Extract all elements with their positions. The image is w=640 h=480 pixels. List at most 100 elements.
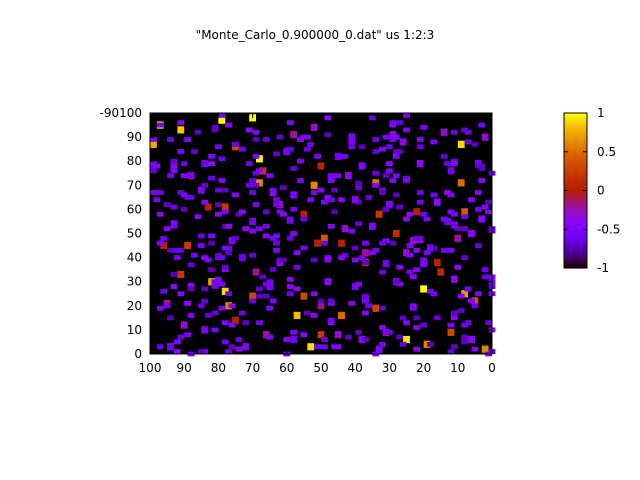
heatmap-cell bbox=[447, 328, 455, 336]
x-tick-label: 50 bbox=[313, 361, 328, 375]
heatmap-cell bbox=[396, 334, 404, 340]
heatmap-cell bbox=[170, 284, 178, 289]
colorbar-gradient-step bbox=[564, 182, 587, 186]
heatmap-cell bbox=[481, 274, 489, 280]
heatmap-cell bbox=[208, 267, 215, 273]
heatmap-cell bbox=[228, 344, 236, 350]
heatmap-cell bbox=[252, 202, 260, 207]
heatmap-cell bbox=[197, 186, 205, 194]
heatmap-cell bbox=[262, 137, 270, 142]
heatmap-cell bbox=[194, 129, 202, 135]
heatmap-cell bbox=[252, 182, 260, 188]
colorbar-gradient-step bbox=[564, 120, 587, 124]
heatmap-cell bbox=[447, 192, 455, 198]
heatmap-cell bbox=[187, 262, 195, 268]
colorbar-gradient-step bbox=[564, 171, 587, 174]
colorbar-gradient-step bbox=[564, 126, 587, 130]
colorbar-gradient-step bbox=[564, 173, 587, 176]
heatmap-cell bbox=[290, 131, 298, 139]
heatmap-cell bbox=[468, 335, 475, 344]
colorbar-gradient-step bbox=[564, 176, 587, 180]
heatmap-cell bbox=[242, 343, 250, 351]
heatmap-cell bbox=[273, 151, 280, 157]
heatmap-cell bbox=[382, 173, 390, 179]
heatmap-cell bbox=[396, 120, 404, 126]
colorbar-gradient-step bbox=[564, 124, 587, 128]
heatmap-cell bbox=[201, 199, 209, 205]
heatmap-cell bbox=[382, 260, 390, 265]
heatmap-cell bbox=[153, 163, 161, 169]
heatmap-cell bbox=[420, 285, 428, 293]
colorbar-gradient-step bbox=[564, 229, 587, 232]
colorbar-gradient-step bbox=[564, 262, 587, 265]
heatmap-cell bbox=[474, 190, 482, 195]
heatmap-cell bbox=[218, 113, 226, 118]
heatmap-cell bbox=[355, 185, 363, 191]
heatmap-cell bbox=[399, 315, 407, 321]
heatmap-cell bbox=[382, 329, 390, 335]
heatmap-cell bbox=[180, 161, 188, 167]
heatmap-cell bbox=[413, 325, 421, 330]
heatmap-cell bbox=[256, 226, 263, 232]
colorbar-gradient-step bbox=[564, 165, 587, 168]
heatmap-cell bbox=[187, 313, 195, 318]
heatmap-cell bbox=[338, 255, 345, 261]
heatmap-cell bbox=[235, 346, 243, 352]
heatmap-cell bbox=[403, 320, 410, 326]
heatmap-cell bbox=[156, 240, 164, 246]
heatmap-cell bbox=[358, 144, 366, 150]
heatmap-cell bbox=[348, 139, 356, 145]
colorbar-gradient-step bbox=[564, 252, 587, 256]
heatmap-cell bbox=[300, 245, 308, 251]
heatmap-cell bbox=[351, 197, 359, 203]
colorbar-gradient-step bbox=[564, 190, 587, 194]
heatmap-cell bbox=[392, 279, 400, 285]
heatmap-cell bbox=[379, 190, 386, 195]
colorbar-gradient-step bbox=[564, 206, 587, 209]
heatmap-cell bbox=[177, 126, 185, 134]
heatmap-cell bbox=[300, 216, 308, 222]
heatmap-cell bbox=[362, 310, 369, 316]
heatmap-cell bbox=[385, 168, 393, 174]
heatmap-cell bbox=[317, 298, 325, 304]
heatmap-cell bbox=[430, 245, 438, 251]
heatmap-cell bbox=[310, 291, 318, 297]
heatmap-cell bbox=[423, 250, 431, 256]
heatmap-cell bbox=[150, 137, 157, 142]
heatmap-cell bbox=[485, 209, 492, 215]
heatmap-cell bbox=[221, 339, 229, 345]
y-tick-label: 60 bbox=[127, 202, 142, 216]
heatmap-cell bbox=[273, 202, 280, 207]
colorbar-gradient-step bbox=[564, 184, 587, 188]
heatmap-cell bbox=[461, 214, 469, 220]
y-tick-label: 40 bbox=[127, 251, 142, 265]
heatmap-cell bbox=[307, 141, 315, 147]
colorbar-gradient-step bbox=[564, 254, 587, 257]
heatmap-cell bbox=[334, 331, 342, 339]
colorbar-gradient-step bbox=[564, 122, 587, 126]
colorbar-gradient-step bbox=[564, 225, 587, 228]
heatmap-cell bbox=[214, 187, 222, 193]
heatmap-cell bbox=[156, 122, 164, 128]
heatmap-cell bbox=[262, 281, 270, 287]
heatmap-cell bbox=[450, 344, 458, 350]
heatmap-cell bbox=[430, 192, 438, 198]
heatmap-cell bbox=[290, 166, 298, 171]
heatmap-cell bbox=[317, 162, 325, 170]
heatmap-cell bbox=[173, 339, 181, 345]
heatmap-cell bbox=[430, 139, 438, 145]
heatmap-cell bbox=[290, 191, 298, 199]
heatmap-cell bbox=[403, 178, 410, 183]
heatmap-cell bbox=[468, 298, 475, 304]
colorbar-gradient-step bbox=[564, 260, 587, 263]
heatmap-cell bbox=[471, 297, 479, 305]
heatmap-cell bbox=[314, 153, 321, 159]
y-tick-label: 80 bbox=[127, 154, 142, 168]
heatmap-cell bbox=[385, 329, 393, 335]
heatmap-cell bbox=[327, 197, 335, 203]
heatmap-cell bbox=[232, 192, 239, 198]
heatmap-cell bbox=[447, 247, 455, 253]
heatmap-cell bbox=[208, 175, 215, 181]
heatmap-cell bbox=[156, 190, 164, 195]
heatmap-cell bbox=[327, 223, 335, 229]
